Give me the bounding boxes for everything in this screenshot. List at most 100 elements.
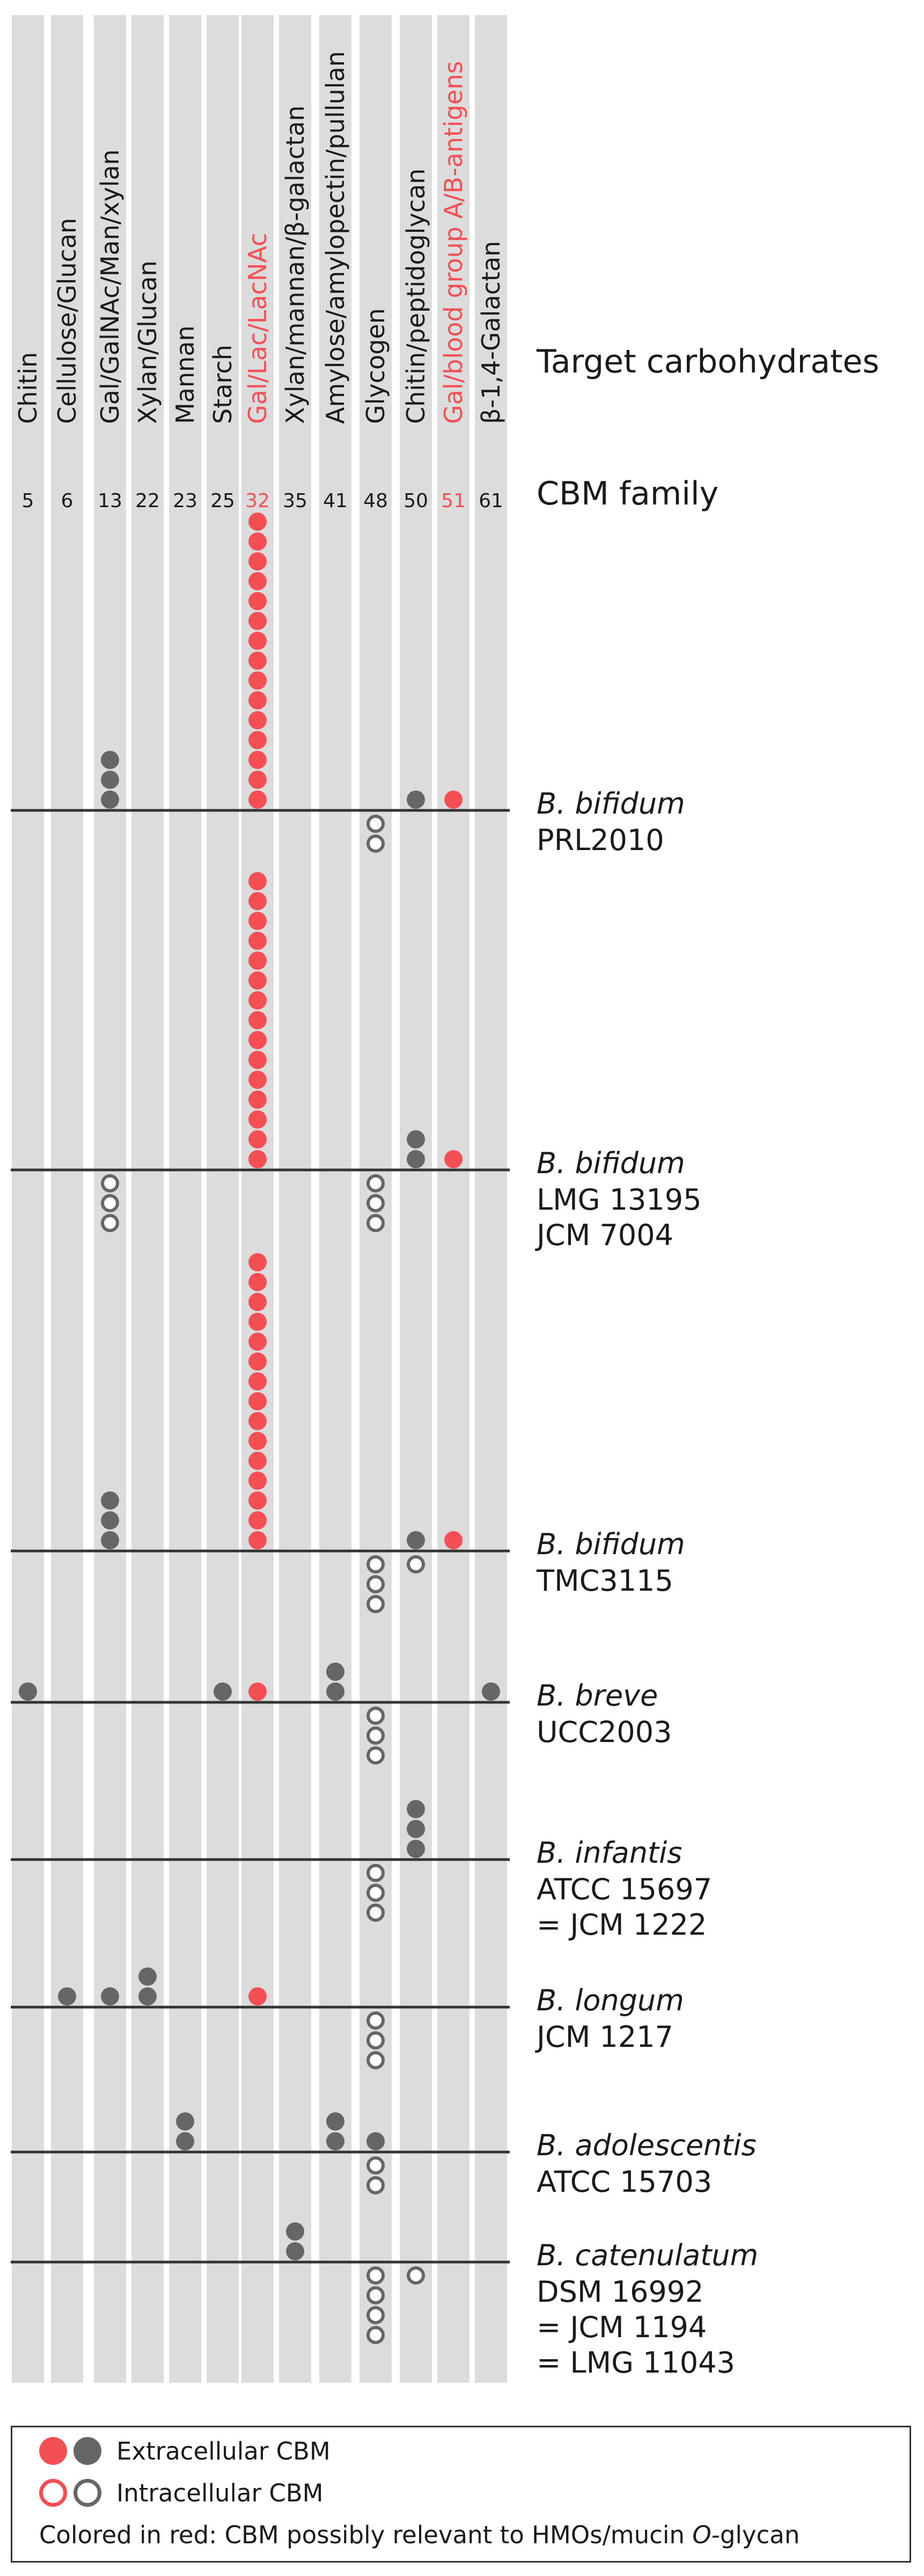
extracellular-cbm-marker [248, 1333, 267, 1351]
extracellular-cbm-marker [326, 1663, 344, 1681]
extracellular-cbm-marker [248, 691, 267, 709]
family-label-32: 32 [245, 490, 270, 512]
extracellular-cbm-marker [176, 2132, 194, 2150]
strain-baselines [11, 809, 510, 2264]
family-label-61: 61 [479, 490, 503, 512]
intracellular-cbm-marker [366, 815, 385, 833]
target-label-41: Amylose/amylopectin/pullulan [321, 51, 350, 424]
strain-species: B. adolescentis [537, 2128, 757, 2162]
legend-intracellular: Intracellular CBM [39, 2477, 323, 2509]
extracellular-cbm-marker [248, 1392, 267, 1410]
strain-id: = LMG 11043 [537, 2346, 735, 2380]
strain-id: DSM 16992 [537, 2275, 703, 2309]
intracellular-cbm-marker [366, 1904, 385, 1922]
strain-id: TMC3115 [536, 1564, 673, 1598]
extracellular-cbm-marker [101, 1511, 119, 1529]
target-label-50: Chitin/peptidoglycan [401, 169, 430, 424]
extracellular-cbm-marker [248, 1313, 267, 1331]
extracellular-cbm-marker [248, 932, 267, 950]
column-backgrounds [12, 15, 507, 2383]
extracellular-cbm-marker [248, 592, 267, 610]
extracellular-cbm-marker [248, 872, 267, 890]
extracellular-cbm-marker [407, 1820, 425, 1838]
target-carbohydrates-header: Target carbohydrates [536, 343, 879, 380]
family-label-50: 50 [404, 490, 428, 512]
extracellular-cbm-marker [248, 991, 267, 1009]
extracellular-cbm-marker [286, 2222, 304, 2241]
extracellular-cbm-marker [101, 791, 119, 809]
extracellular-cbm-marker [248, 971, 267, 990]
extracellular-cbm-marker [58, 1987, 76, 2006]
gray-filled-circle-icon [74, 2437, 101, 2465]
target-label-61: β-1,4-Galactan [476, 241, 505, 424]
family-label-48: 48 [363, 490, 388, 512]
column-bg-5 [12, 15, 44, 2383]
extracellular-cbm-marker [248, 612, 267, 630]
extracellular-cbm-marker [407, 1840, 425, 1858]
strain-id: = JCM 1194 [537, 2310, 707, 2344]
column-bg-25 [207, 15, 239, 2383]
extracellular-cbm-marker [286, 2242, 304, 2260]
extracellular-cbm-marker [407, 791, 425, 809]
extracellular-cbm-marker [407, 1150, 425, 1168]
extracellular-cbm-marker [248, 1491, 267, 1510]
strain-id: UCC2003 [537, 1715, 672, 1749]
family-label-13: 13 [98, 490, 122, 512]
extracellular-cbm-marker [248, 572, 267, 590]
extracellular-cbm-marker [248, 771, 267, 789]
extracellular-cbm-marker [444, 791, 463, 809]
extracellular-cbm-marker [248, 532, 267, 551]
strain-species: B. catenulatum [537, 2238, 758, 2272]
intracellular-cbm-marker [366, 1174, 385, 1192]
extracellular-cbm-marker [248, 711, 267, 729]
strain-id: LMG 13195 [537, 1183, 701, 1217]
intracellular-cbm-marker [366, 1707, 385, 1725]
extracellular-cbm-marker [138, 1967, 157, 1986]
intracellular-cbm-marker [366, 1884, 385, 1902]
strain-species: B. infantis [537, 1836, 682, 1870]
legend-extracellular-label: Extracellular CBM [116, 2436, 331, 2465]
extracellular-cbm-marker [248, 513, 267, 531]
extracellular-cbm-marker [407, 1531, 425, 1549]
target-label-23: Mannan [171, 325, 200, 424]
extracellular-cbm-marker [214, 1682, 232, 1701]
intracellular-cbm-marker [366, 1194, 385, 1212]
legend-intracellular-label: Intracellular CBM [116, 2478, 324, 2507]
family-label-6: 6 [61, 490, 74, 512]
extracellular-cbm-marker [326, 2112, 344, 2131]
strain-id: JCM 1217 [535, 2020, 673, 2054]
legend-note-suffix: -glycan [711, 2520, 800, 2549]
target-label-22: Xylan/Glucan [133, 260, 162, 424]
extracellular-cbm-marker [248, 1987, 267, 2006]
legend-extracellular: Extracellular CBM [39, 2435, 331, 2467]
extracellular-cbm-marker [248, 1682, 267, 1701]
intracellular-cbm-marker [366, 1595, 385, 1613]
extracellular-cbm-marker [138, 1987, 157, 2006]
intracellular-cbm-marker [366, 835, 385, 853]
family-label-41: 41 [323, 490, 348, 512]
red-filled-circle-icon [39, 2437, 67, 2465]
extracellular-cbm-marker [248, 1253, 267, 1271]
intracellular-cbm-marker [366, 2326, 385, 2344]
strain-species: B. bifidum [537, 1527, 685, 1561]
extracellular-cbm-marker [248, 751, 267, 769]
intracellular-cbm-marker [366, 2051, 385, 2069]
target-label-48: Glycogen [361, 308, 390, 424]
gray-open-circle-icon [74, 2479, 101, 2507]
extracellular-cbm-marker [326, 2132, 344, 2150]
extracellular-cbm-marker [248, 1150, 267, 1168]
family-label-23: 23 [173, 490, 197, 512]
extracellular-cbm-marker [248, 632, 267, 650]
extracellular-cbm-marker [248, 1293, 267, 1311]
extracellular-cbm-marker [176, 2112, 194, 2131]
family-label-51: 51 [441, 490, 466, 512]
family-label-5: 5 [22, 490, 34, 512]
intracellular-cbm-marker [366, 2031, 385, 2050]
extracellular-cbm-marker [482, 1682, 500, 1701]
extracellular-cbm-marker [248, 892, 267, 910]
extracellular-cbm-marker [248, 1110, 267, 1129]
extracellular-cbm-marker [248, 671, 267, 690]
family-label-22: 22 [135, 490, 160, 512]
extracellular-cbm-marker [101, 1531, 119, 1549]
legend-note: Colored in red: CBM possibly relevant to… [39, 2519, 800, 2551]
